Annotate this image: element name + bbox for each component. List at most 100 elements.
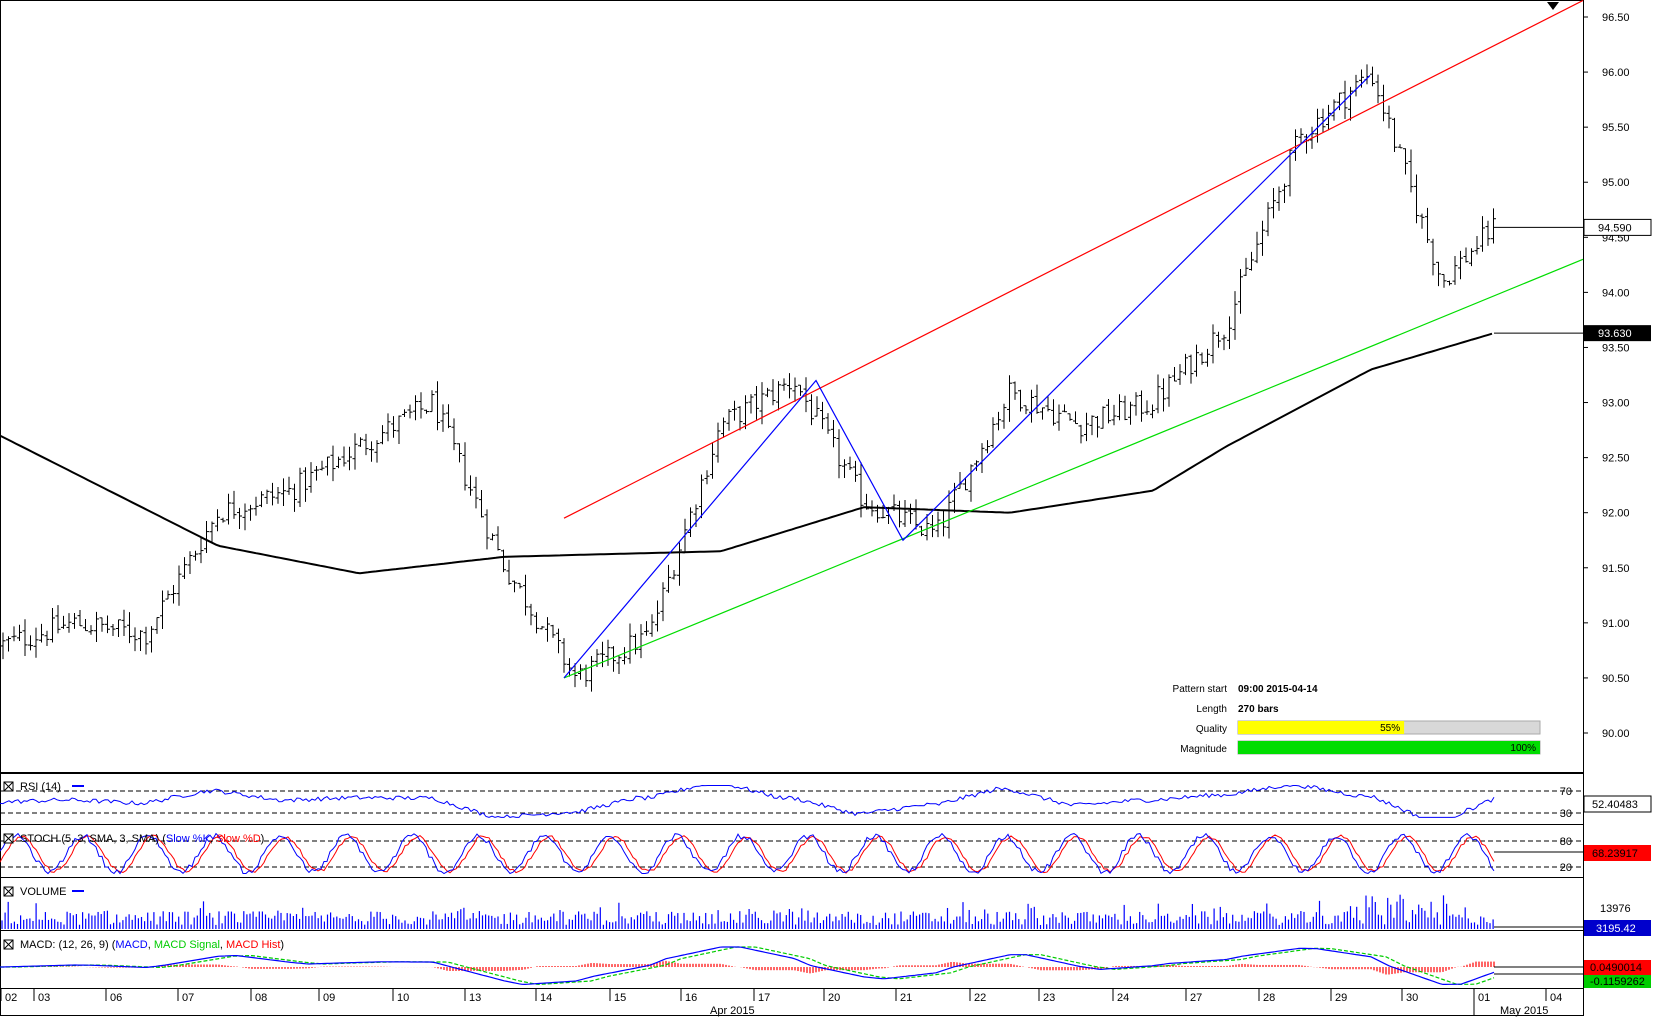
close-panel-icon-stroke — [3, 781, 14, 792]
price-bar — [1205, 348, 1210, 367]
price-bar — [347, 446, 352, 471]
price-bar — [556, 628, 561, 654]
price-bar — [116, 619, 121, 637]
support-line — [563, 258, 1584, 679]
price-bar — [666, 564, 671, 593]
price-bar — [1463, 247, 1469, 263]
price-bar — [413, 395, 418, 421]
pattern-info-box: Pattern start 09:00 2015-04-14 Length 270 b… — [1173, 684, 1541, 755]
rsi-panel — [0, 773, 1584, 825]
price-bar — [908, 503, 913, 524]
close-panel-icon-stroke — [3, 833, 14, 844]
price-bar — [22, 619, 28, 657]
price-bar — [726, 408, 732, 431]
month-label: Apr 2015 — [710, 1005, 755, 1017]
price-bar — [572, 663, 578, 688]
price-bar — [1315, 108, 1320, 143]
day-tick-label: 03 — [38, 992, 50, 1004]
price-bar — [1254, 231, 1260, 264]
price-bar — [226, 493, 231, 525]
price-bar — [209, 521, 215, 544]
price-bar — [402, 409, 407, 418]
pattern-info-bar-fill — [1238, 741, 1540, 754]
price-bar — [1084, 412, 1089, 442]
price-bar — [1128, 401, 1133, 425]
pattern-layer — [563, 0, 1584, 679]
price-bar — [1210, 324, 1216, 364]
price-bar — [468, 475, 473, 496]
price-bar — [1012, 381, 1018, 400]
price-bar — [671, 570, 677, 580]
price-bar — [28, 635, 33, 651]
pattern-info-label: Quality — [1196, 724, 1227, 735]
price-bar — [1485, 220, 1491, 246]
day-tick-label: 06 — [110, 992, 122, 1004]
price-bar — [286, 476, 292, 495]
price-bar — [165, 590, 171, 600]
time-axis — [0, 988, 1584, 1016]
price-bar — [1078, 424, 1084, 444]
price-bar — [275, 486, 281, 504]
price-bar — [457, 443, 462, 463]
day-tick-label: 07 — [182, 992, 194, 1004]
price-bar — [1238, 269, 1243, 314]
price-bar — [193, 550, 198, 561]
day-tick-label: 28 — [1263, 992, 1275, 1004]
price-bar — [743, 395, 748, 430]
stoch-level-label: 20 — [1560, 862, 1572, 874]
price-bar — [270, 482, 275, 506]
price-bar — [479, 490, 484, 518]
ma-price-box — [1584, 325, 1651, 342]
price-bar — [1161, 378, 1166, 412]
day-tick-label: 22 — [974, 992, 986, 1004]
price-bar — [1111, 404, 1117, 426]
price-bar — [825, 413, 831, 434]
price-bar — [1414, 174, 1419, 224]
price-bar — [297, 467, 303, 508]
price-bar — [1172, 366, 1177, 382]
price-bar — [451, 418, 457, 451]
price-bar — [1188, 354, 1194, 384]
pattern-info-bar-value: 100% — [1510, 743, 1536, 754]
price-bar — [44, 630, 50, 647]
price-bar — [259, 491, 264, 508]
volume-tick-label: 13976 — [1600, 903, 1631, 915]
price-bar — [1276, 186, 1282, 211]
scroll-marker-icon[interactable] — [1547, 2, 1559, 10]
price-bar — [363, 433, 369, 456]
price-bar — [1177, 364, 1183, 385]
price-bar — [622, 647, 627, 665]
price-bar — [187, 551, 193, 575]
price-bar — [1243, 257, 1249, 276]
price-bar — [737, 405, 743, 431]
price-tick-label: 91.00 — [1602, 618, 1630, 630]
ma-price-label: 93.630 — [1598, 328, 1632, 340]
volume-title: VOLUME — [20, 886, 66, 898]
day-tick-label: 13 — [469, 992, 481, 1004]
price-bar — [281, 478, 286, 507]
price-bar — [220, 517, 226, 523]
price-bar — [242, 503, 248, 531]
price-bar — [314, 465, 319, 481]
price-bar — [578, 664, 583, 680]
price-tick-label: 93.50 — [1602, 342, 1630, 354]
pattern-info-label: Pattern start — [1173, 684, 1228, 695]
pattern-info-bar-value: 55% — [1380, 723, 1400, 734]
day-tick-label: 30 — [1406, 992, 1418, 1004]
price-bar — [1150, 404, 1155, 419]
price-bar — [1095, 415, 1100, 438]
stoch-k-line — [0, 832, 1495, 875]
price-bar — [325, 456, 330, 476]
macd-layer: MACD: (12, 26, 9) (MACD, MACD Signal, MA… — [0, 939, 1651, 988]
price-bar — [924, 513, 930, 541]
price-bar — [198, 537, 204, 564]
close-panel-icon-stroke — [3, 886, 14, 897]
price-bar — [231, 490, 237, 519]
price-bar — [341, 446, 347, 467]
price-bar — [149, 626, 154, 653]
price-bar — [512, 580, 517, 593]
macd-signal-value-box — [1584, 975, 1651, 988]
price-bar — [182, 557, 187, 580]
current-price-label: 94.590 — [1598, 222, 1632, 234]
